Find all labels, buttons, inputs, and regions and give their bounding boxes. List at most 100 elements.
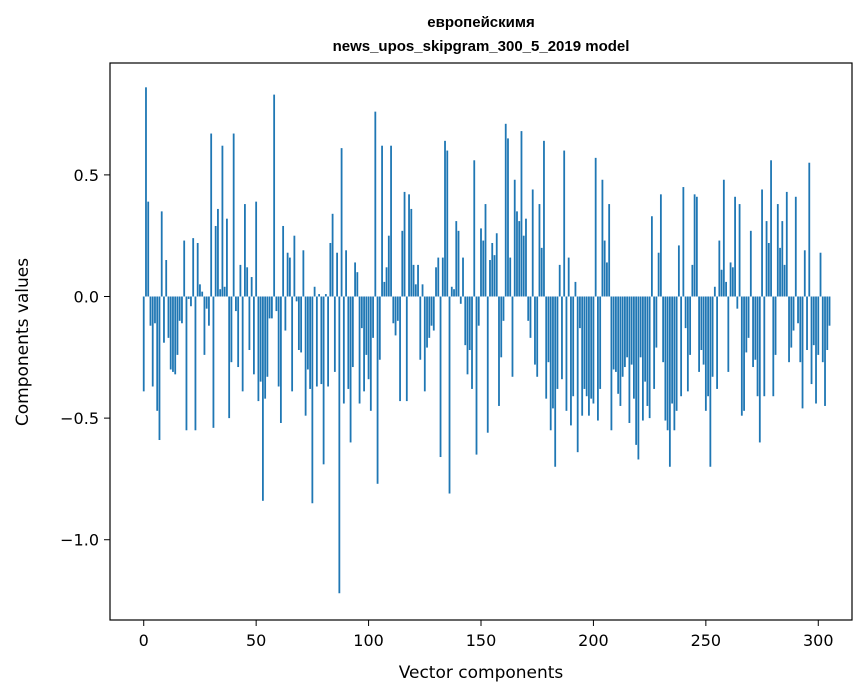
bar-241 [684,296,687,329]
bar-246 [695,196,698,297]
bar-119 [410,208,413,297]
bar-199 [590,296,593,399]
bar-45 [244,204,246,297]
bar-84 [331,213,334,297]
bar-75 [311,296,314,504]
bar-14 [174,296,177,375]
bar-184 [556,296,559,389]
bar-265 [738,204,741,297]
bar-244 [691,264,694,297]
bar-120 [412,264,415,297]
bar-29 [208,296,210,326]
plot-frame [109,62,853,621]
bar-153 [486,296,489,433]
bar-276 [763,296,766,397]
bar-82 [327,296,329,387]
bar-223 [644,296,647,382]
bar-270 [749,230,752,297]
bar-245 [693,194,696,297]
bar-172 [529,296,532,338]
bar-123 [419,296,422,360]
bar-63 [284,296,287,331]
bar-256 [718,240,721,297]
bar-64 [286,252,289,297]
bar-108 [385,267,388,297]
bar-298 [812,296,815,346]
bar-301 [819,252,822,297]
x-axis-ticks: 0 50 100 150 200 250 300 [139,620,834,650]
bars-group [142,87,831,594]
bar-30 [210,133,213,297]
bar-18 [183,240,186,297]
bar-17 [181,296,183,324]
bar-268 [745,296,748,353]
bar-20 [187,296,190,299]
bar-173 [531,189,534,297]
bar-206 [606,262,608,297]
bar-121 [414,284,417,297]
x-tick-label: 100 [353,631,384,650]
bar-36 [223,286,226,297]
bar-5 [154,296,156,324]
bar-188 [565,296,568,411]
bar-138 [453,289,455,297]
bar-258 [722,179,725,297]
bar-134 [444,140,446,297]
bar-92 [349,296,352,443]
chart-title: европейскимя news_upos_skipgram_300_5_20… [333,14,630,55]
bar-42 [237,296,240,368]
bar-282 [776,204,779,297]
bar-185 [558,264,561,297]
bar-187 [563,150,566,297]
bar-210 [615,296,617,372]
bar-297 [810,296,813,385]
bar-34 [219,289,222,297]
bar-232 [664,296,667,421]
bar-51 [257,296,260,402]
bar-38 [228,296,231,419]
y-axis-label: Components values [13,258,33,426]
bar-140 [457,230,460,297]
bar-69 [297,296,300,351]
bar-203 [599,296,602,389]
bar-228 [655,296,658,348]
bar-253 [711,296,714,377]
bar-112 [394,296,397,336]
bar-161 [504,123,507,297]
bar-293 [801,296,804,409]
bar-60 [277,296,280,387]
y-tick-label: −0.5 [60,409,99,428]
bar-195 [581,296,584,416]
bar-303 [824,296,826,406]
bar-234 [668,296,671,467]
x-tick-label: 0 [139,631,149,650]
bar-83 [329,242,332,297]
bar-243 [689,296,692,355]
bar-79 [320,296,323,385]
bar-200 [592,296,595,404]
bar-166 [516,211,518,297]
bar-25 [199,284,201,297]
bar-300 [817,296,820,355]
bar-67 [293,235,296,297]
bar-59 [275,296,278,312]
bar-94 [354,262,356,297]
bar-233 [666,296,669,431]
bar-22 [192,238,195,297]
bar-68 [295,296,298,302]
bar-74 [309,296,312,389]
bar-104 [376,296,379,484]
bar-55 [266,296,269,377]
bar-80 [322,296,325,465]
bar-131 [437,257,440,297]
bar-259 [725,281,727,297]
bar-23 [194,296,197,431]
bar-143 [464,296,467,346]
bar-231 [662,296,665,363]
bar-40 [232,133,235,297]
bar-156 [493,255,496,297]
bar-220 [637,296,640,460]
x-axis-label: Vector components [399,663,564,683]
bar-3 [149,296,152,326]
bar-160 [502,296,505,321]
